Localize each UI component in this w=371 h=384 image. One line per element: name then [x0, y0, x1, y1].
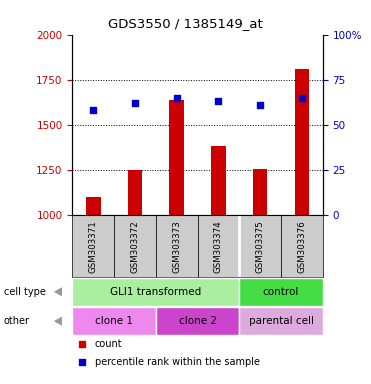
- Bar: [72, 215, 114, 277]
- Text: percentile rank within the sample: percentile rank within the sample: [95, 357, 260, 367]
- Bar: [239, 215, 281, 277]
- Text: GSM303374: GSM303374: [214, 220, 223, 273]
- Text: GLI1 transformed: GLI1 transformed: [110, 287, 201, 297]
- Bar: [156, 307, 239, 335]
- Bar: [239, 278, 323, 306]
- Bar: [239, 307, 323, 335]
- Polygon shape: [54, 287, 62, 296]
- Text: cell type: cell type: [4, 287, 46, 297]
- Text: count: count: [95, 339, 122, 349]
- Point: [79, 341, 85, 347]
- Bar: [170, 99, 184, 215]
- Text: GSM303372: GSM303372: [131, 220, 139, 273]
- Point: [216, 98, 221, 104]
- Bar: [253, 169, 267, 215]
- Text: clone 2: clone 2: [178, 316, 217, 326]
- Bar: [128, 170, 142, 215]
- Bar: [156, 215, 198, 277]
- Point: [174, 95, 180, 101]
- Bar: [295, 69, 309, 215]
- Bar: [86, 197, 101, 215]
- Bar: [72, 307, 156, 335]
- Point: [132, 100, 138, 106]
- Text: parental cell: parental cell: [249, 316, 313, 326]
- Text: clone 1: clone 1: [95, 316, 133, 326]
- Point: [299, 95, 305, 101]
- Point: [90, 107, 96, 113]
- Point: [257, 102, 263, 108]
- Polygon shape: [54, 316, 62, 326]
- Bar: [198, 215, 239, 277]
- Text: control: control: [263, 287, 299, 297]
- Bar: [211, 146, 226, 215]
- Bar: [281, 215, 323, 277]
- Text: other: other: [4, 316, 30, 326]
- Text: GSM303371: GSM303371: [89, 220, 98, 273]
- Text: GSM303373: GSM303373: [172, 220, 181, 273]
- Bar: [72, 278, 239, 306]
- Bar: [114, 215, 156, 277]
- Text: GSM303376: GSM303376: [298, 220, 306, 273]
- Point: [79, 359, 85, 365]
- Text: GSM303375: GSM303375: [256, 220, 265, 273]
- Text: GDS3550 / 1385149_at: GDS3550 / 1385149_at: [108, 17, 263, 30]
